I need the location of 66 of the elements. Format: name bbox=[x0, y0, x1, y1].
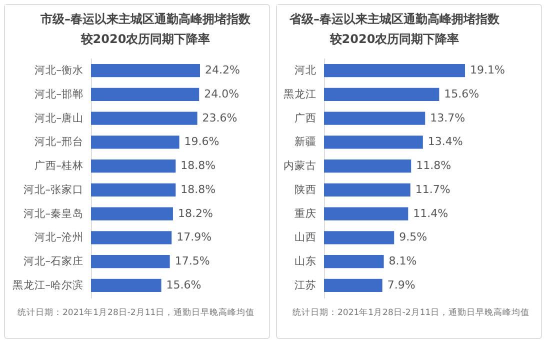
data-label: 13.4% bbox=[428, 135, 463, 148]
y-tick-label: 陕西 bbox=[294, 184, 316, 196]
data-label: 18.2% bbox=[178, 206, 213, 220]
y-tick-label: 黑龙江 bbox=[284, 87, 316, 100]
chart-subtitle: 较2020农历同期下降率 bbox=[80, 32, 210, 46]
y-tick-label: 黑龙江–哈尔滨 bbox=[12, 278, 84, 292]
bar bbox=[91, 112, 198, 125]
y-tick-label: 河北–石家庄 bbox=[23, 254, 84, 268]
chart-subtitle: 较2020农历同期下降率 bbox=[328, 32, 460, 46]
bar bbox=[91, 255, 170, 268]
bar bbox=[91, 207, 173, 220]
bar bbox=[91, 231, 172, 244]
data-label: 13.7% bbox=[430, 111, 466, 124]
bar bbox=[324, 255, 384, 268]
data-label: 15.6% bbox=[444, 87, 480, 100]
y-tick-label: 河北–邢台 bbox=[34, 135, 84, 148]
y-tick-label: 河北–衡水 bbox=[34, 64, 84, 77]
bar bbox=[324, 183, 410, 197]
bar bbox=[324, 159, 412, 173]
y-tick-label: 河北–张家口 bbox=[23, 182, 84, 196]
bar bbox=[324, 278, 382, 292]
y-tick-label: 江苏 bbox=[294, 278, 316, 292]
bar bbox=[91, 64, 200, 78]
y-tick-label: 重庆 bbox=[294, 206, 316, 220]
chart-title: 省级–春运以来主城区通勤高峰拥堵指数 bbox=[288, 12, 500, 26]
bar bbox=[324, 136, 423, 149]
bar bbox=[324, 207, 408, 220]
data-label: 11.4% bbox=[413, 206, 448, 220]
text: 统计日期：2021年1月28日-2月11日，通勤日早晚高峰均值 bbox=[292, 307, 530, 318]
data-label: 11.7% bbox=[415, 182, 450, 196]
data-label: 23.6% bbox=[202, 111, 238, 124]
bar bbox=[91, 88, 200, 101]
data-label: 9.5% bbox=[399, 230, 428, 244]
y-tick-label: 广西–桂林 bbox=[34, 159, 84, 172]
y-tick-label: 广西 bbox=[294, 111, 316, 124]
bar bbox=[324, 112, 426, 125]
data-label: 17.9% bbox=[176, 230, 212, 244]
data-label: 17.5% bbox=[174, 254, 210, 268]
y-tick-label: 山西 bbox=[294, 230, 316, 244]
data-label: 24.2% bbox=[205, 64, 240, 77]
data-label: 18.8% bbox=[180, 159, 216, 172]
bar bbox=[91, 278, 162, 292]
data-label: 15.6% bbox=[166, 278, 202, 292]
chart-title: 市级–春运以来主城区通勤高峰拥堵指数 bbox=[40, 12, 252, 26]
y-tick-label: 河北–沧州 bbox=[34, 230, 84, 244]
y-tick-label: 内蒙古 bbox=[284, 159, 316, 172]
bar bbox=[324, 88, 440, 101]
y-tick-label: 河北–秦皇岛 bbox=[23, 206, 84, 220]
text: 统计日期：2021年1月28日-2月11日，通勤日早晚高峰均值 bbox=[18, 307, 255, 318]
data-label: 11.8% bbox=[416, 159, 452, 172]
data-label: 19.1% bbox=[470, 64, 505, 77]
y-tick-label: 河北–唐山 bbox=[34, 111, 84, 124]
y-tick-label: 河北 bbox=[294, 64, 316, 77]
data-label: 7.9% bbox=[387, 278, 416, 292]
y-tick-label: 河北–邯郸 bbox=[34, 87, 84, 100]
data-label: 19.6% bbox=[184, 135, 220, 148]
data-label: 18.8% bbox=[180, 182, 216, 196]
bar bbox=[324, 231, 394, 244]
y-tick-label: 新疆 bbox=[294, 135, 316, 148]
bar bbox=[91, 136, 180, 149]
bar bbox=[91, 159, 176, 173]
bar bbox=[91, 183, 176, 197]
data-label: 24.0% bbox=[204, 87, 240, 100]
bar bbox=[324, 64, 465, 78]
data-label: 8.1% bbox=[388, 254, 417, 268]
y-tick-label: 山东 bbox=[294, 254, 316, 268]
